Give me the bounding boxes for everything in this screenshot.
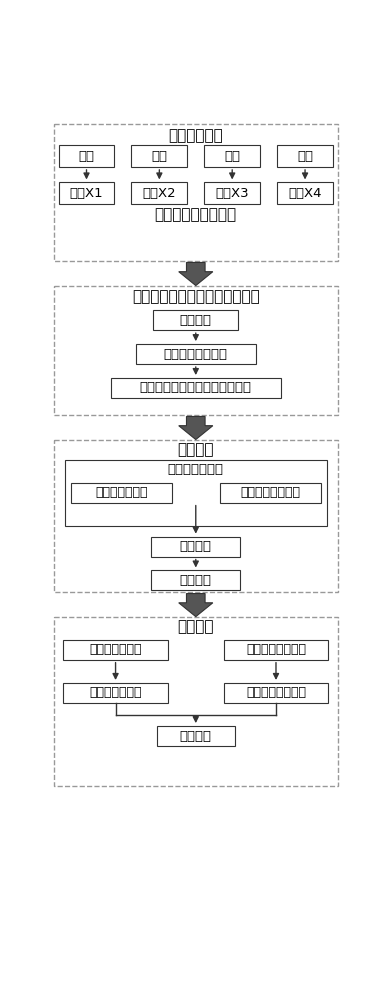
FancyBboxPatch shape [54, 286, 338, 415]
FancyBboxPatch shape [58, 145, 114, 167]
FancyBboxPatch shape [224, 683, 328, 703]
Text: 压力: 压力 [224, 150, 240, 163]
Polygon shape [179, 594, 213, 617]
Text: 可恢复性异常点: 可恢复性异常点 [95, 486, 147, 499]
Text: 检定装置检定验证: 检定装置检定验证 [246, 686, 306, 699]
Polygon shape [179, 416, 213, 440]
Text: 液位: 液位 [297, 150, 313, 163]
FancyBboxPatch shape [204, 145, 260, 167]
Text: 可恢复性异常点: 可恢复性异常点 [89, 643, 142, 656]
FancyBboxPatch shape [204, 182, 260, 204]
Text: 集合X1: 集合X1 [70, 187, 103, 200]
FancyBboxPatch shape [131, 145, 187, 167]
Text: 集合X3: 集合X3 [215, 187, 249, 200]
Text: 过程监控数据预处理: 过程监控数据预处理 [155, 207, 237, 222]
Text: 异常处理: 异常处理 [178, 442, 214, 457]
FancyBboxPatch shape [54, 617, 338, 786]
Text: 温度: 温度 [151, 150, 167, 163]
Text: 误差异常值验证: 误差异常值验证 [89, 686, 142, 699]
FancyBboxPatch shape [224, 640, 328, 660]
FancyBboxPatch shape [63, 640, 168, 660]
Text: 集合X2: 集合X2 [142, 187, 176, 200]
FancyBboxPatch shape [131, 182, 187, 204]
Text: 基于特征参数的异常点检测模型: 基于特征参数的异常点检测模型 [132, 290, 260, 305]
Polygon shape [179, 262, 213, 286]
FancyBboxPatch shape [54, 440, 338, 592]
FancyBboxPatch shape [63, 683, 168, 703]
Text: 不可恢复性异常点: 不可恢复性异常点 [240, 486, 300, 499]
FancyBboxPatch shape [136, 344, 256, 364]
Text: 特征空间建模分析: 特征空间建模分析 [164, 348, 228, 361]
Text: 报警警示: 报警警示 [180, 540, 212, 553]
Text: 在线监测数据: 在线监测数据 [168, 128, 223, 143]
Text: 流量: 流量 [78, 150, 94, 163]
Text: 依据检测函数判断是否为异常点: 依据检测函数判断是否为异常点 [140, 381, 252, 394]
FancyBboxPatch shape [277, 182, 333, 204]
Text: 预防维修: 预防维修 [180, 574, 212, 587]
FancyBboxPatch shape [220, 483, 320, 503]
Text: 集合X4: 集合X4 [288, 187, 322, 200]
Text: 不可恢复性异常点: 不可恢复性异常点 [246, 643, 306, 656]
FancyBboxPatch shape [153, 310, 238, 330]
FancyBboxPatch shape [151, 570, 240, 590]
FancyBboxPatch shape [157, 726, 235, 746]
FancyBboxPatch shape [71, 483, 172, 503]
Text: 异常验证: 异常验证 [178, 619, 214, 634]
FancyBboxPatch shape [65, 460, 327, 526]
Text: 验证结果: 验证结果 [180, 730, 212, 742]
Text: 异常点统计分类: 异常点统计分类 [168, 463, 224, 476]
FancyBboxPatch shape [54, 124, 338, 261]
FancyBboxPatch shape [58, 182, 114, 204]
FancyBboxPatch shape [277, 145, 333, 167]
Text: 特征提取: 特征提取 [180, 314, 212, 327]
FancyBboxPatch shape [151, 537, 240, 557]
FancyBboxPatch shape [110, 378, 281, 398]
